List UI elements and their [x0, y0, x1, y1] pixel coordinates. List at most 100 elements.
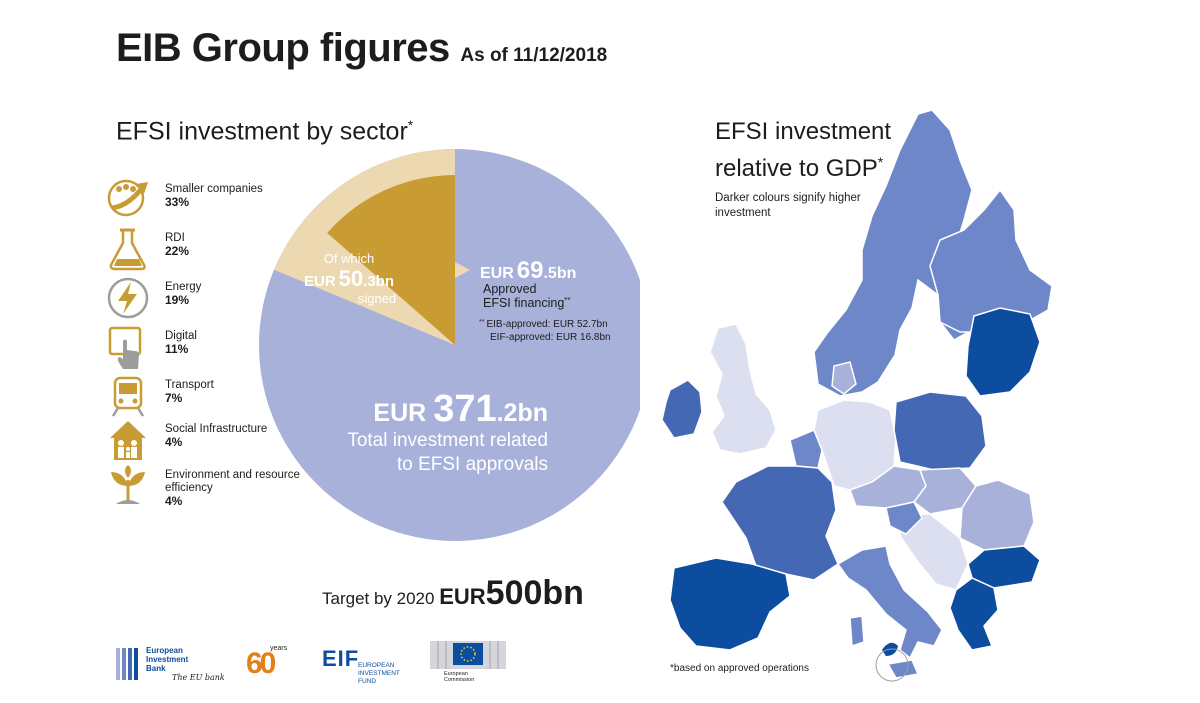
- sector-item-rdi: RDI 22%: [106, 227, 346, 275]
- total-int: 371: [433, 388, 496, 430]
- approved-note-mark: **: [479, 319, 485, 326]
- map-heading-line1: EFSI investment: [715, 118, 892, 145]
- eib-logo: European Investment Bank The EU bank: [116, 646, 236, 688]
- family-house-icon: [110, 421, 146, 460]
- map-region-ireland: [661, 379, 703, 439]
- title-text: EIB Group figures: [116, 26, 450, 70]
- map-region-hungary: [912, 467, 977, 515]
- map-region-romania: [959, 479, 1035, 551]
- total-line2: to EFSI approvals: [397, 454, 548, 475]
- sector-heading-text: EFSI investment by sector: [116, 117, 408, 146]
- sector-value: 19%: [165, 293, 190, 307]
- ec-line2: Commission: [444, 677, 475, 683]
- sector-label: Smaller companies: [165, 183, 263, 195]
- map-region-benelux: [789, 429, 823, 469]
- approved-pointer: [455, 262, 470, 278]
- anniversary-number: 60: [246, 647, 276, 680]
- map-region-poland: [893, 391, 987, 471]
- map-footnote: *based on approved operations: [670, 663, 809, 674]
- approved-note1: ** EIB-approved: EUR 52.7bn: [479, 319, 608, 330]
- map-heading-line2: relative to GDP*: [715, 147, 895, 184]
- approved-line2-text: EFSI financing: [483, 296, 564, 310]
- sector-label: RDI: [165, 232, 185, 244]
- sector-item-transport: Transport 7%: [106, 374, 346, 422]
- eib-logo-tagline: The EU bank: [172, 673, 225, 682]
- lightning-icon: [107, 277, 149, 319]
- total-amount: EUR 371.2bn: [373, 388, 548, 430]
- sector-value: 22%: [165, 244, 190, 258]
- title-date: As of 11/12/2018: [460, 45, 608, 66]
- eif-logo: EIF EUROPEAN INVESTMENT FUND: [322, 646, 412, 688]
- total-dec: .2bn: [497, 399, 548, 427]
- sector-item-smaller-companies: Smaller companies 33%: [106, 178, 346, 226]
- signed-dec: .3bn: [363, 273, 394, 290]
- flask-icon: [109, 228, 146, 271]
- eif-line3: FUND: [358, 678, 377, 685]
- sector-value: 4%: [165, 494, 183, 508]
- page-title: EIB Group figures As of 11/12/2018: [116, 26, 607, 71]
- map-region-scandinavia: [813, 109, 975, 397]
- ec-building-icon: [430, 641, 506, 669]
- target-text: Target by 2020 EUR500bn: [322, 574, 584, 613]
- signed-line1: Of which: [324, 251, 375, 266]
- approved-note2: EIF-approved: EUR 16.8bn: [490, 332, 611, 343]
- map-heading-line2-text: relative to GDP: [715, 155, 878, 182]
- map-region-iberia: [669, 557, 791, 651]
- eib-logo-mark: [116, 648, 138, 680]
- approved-dec: .5bn: [543, 265, 576, 282]
- signed-prefix: EUR: [304, 273, 336, 290]
- approved-int: 69: [517, 257, 544, 284]
- sector-item-environment: Environment and resource efficiency 4%: [106, 464, 346, 512]
- touchscreen-icon: [108, 326, 142, 369]
- anniversary-logo: 60 years: [246, 645, 292, 681]
- approved-prefix: EUR: [480, 265, 514, 282]
- eib-logo-line1: European: [146, 646, 183, 655]
- sector-label: Social Infrastructure: [165, 423, 268, 435]
- sector-item-digital: Digital 11%: [106, 325, 346, 373]
- map-region-uk: [709, 323, 777, 455]
- sector-label: Environment and resource efficiency: [165, 469, 300, 494]
- target-label: Target by 2020: [322, 589, 435, 608]
- plant-icon: [111, 465, 145, 504]
- target-value: 500bn: [485, 574, 584, 612]
- sector-value: 7%: [165, 391, 183, 405]
- approved-amount: EUR 69.5bn: [480, 257, 576, 284]
- sector-value: 11%: [165, 342, 189, 356]
- approved-line2: EFSI financing**: [483, 296, 571, 310]
- sector-value: 33%: [165, 195, 190, 209]
- map-region-italy: [836, 545, 943, 660]
- anniversary-word: years: [270, 645, 288, 652]
- sector-heading: EFSI investment by sector*: [116, 117, 413, 146]
- total-line1: Total investment related: [347, 430, 548, 451]
- approved-line1: Approved: [483, 282, 537, 296]
- eib-logo-line2: Investment: [146, 655, 189, 664]
- map-region-sicily: [886, 659, 920, 679]
- target-eur: EUR: [439, 584, 486, 609]
- map-region-slovenia: [885, 501, 923, 535]
- sector-label: Energy: [165, 281, 202, 293]
- map-heading: EFSI investment relative to GDP*: [715, 117, 895, 184]
- map-region-sardinia: [849, 615, 865, 648]
- signed-int: 50: [339, 266, 363, 291]
- map-region-greece: [949, 577, 999, 651]
- sector-label: Transport: [165, 379, 214, 391]
- map-heading-mark: *: [877, 154, 884, 170]
- ec-line1: European: [444, 671, 468, 677]
- eif-line2: INVESTMENT: [358, 670, 400, 677]
- sector-item-energy: Energy 19%: [106, 276, 346, 324]
- sector-label: Digital: [165, 330, 197, 342]
- eif-letters: EIF: [322, 646, 360, 671]
- map-note: Darker colours signify higher investment: [715, 192, 861, 219]
- pie-slice-signed: [327, 175, 455, 345]
- sector-value: 4%: [165, 435, 183, 449]
- train-icon: [111, 376, 145, 417]
- sector-item-social-infrastructure: Social Infrastructure 4%: [106, 418, 346, 466]
- eif-line1: EUROPEAN: [358, 662, 395, 669]
- map-region-france: [721, 465, 839, 581]
- ec-logo: European Commission: [430, 637, 510, 687]
- approved-line2-mark: **: [564, 296, 570, 305]
- signed-amount: EUR 50.3bn: [304, 266, 394, 291]
- sector-heading-mark: *: [407, 117, 414, 133]
- growth-arrow-icon: [107, 179, 148, 217]
- map-region-denmark: [831, 361, 857, 395]
